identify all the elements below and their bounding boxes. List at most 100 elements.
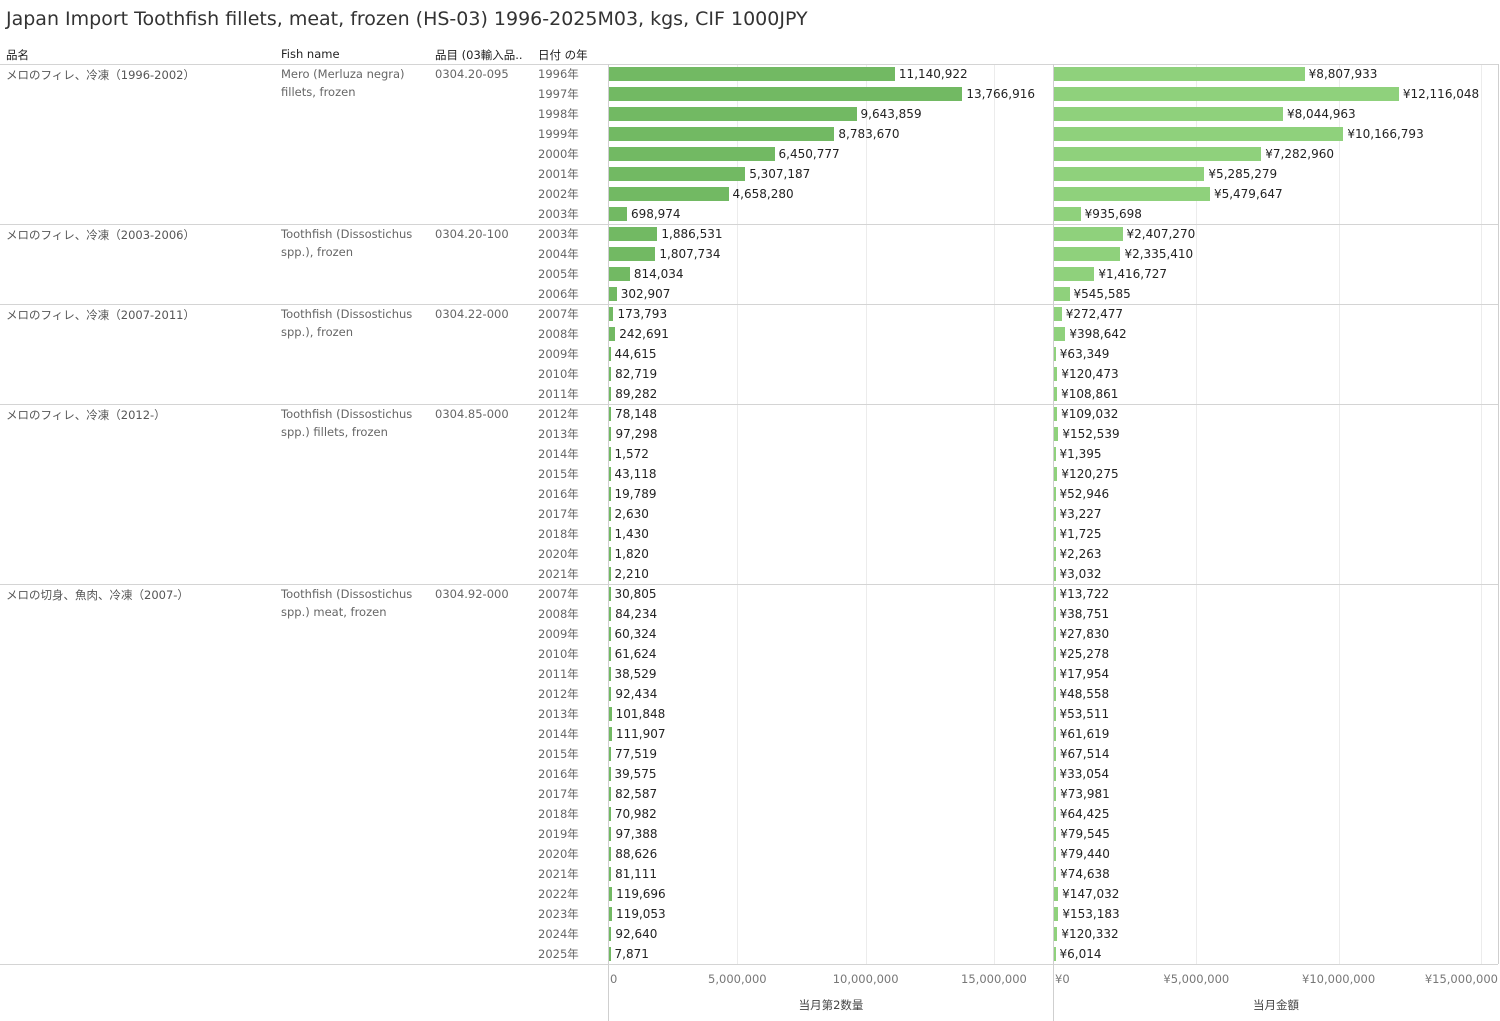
quantity-bar[interactable] xyxy=(609,887,613,901)
quantity-bar[interactable] xyxy=(609,747,611,761)
value-bar[interactable] xyxy=(1054,627,1056,641)
value-bar[interactable] xyxy=(1054,167,1205,181)
value-bar[interactable] xyxy=(1054,587,1056,601)
quantity-bar[interactable] xyxy=(609,407,611,421)
value-bar[interactable] xyxy=(1054,287,1070,301)
value-bar[interactable] xyxy=(1054,567,1056,581)
header-fish-name[interactable]: Fish name xyxy=(281,47,340,61)
quantity-data-label: 119,053 xyxy=(616,907,666,921)
quantity-bar[interactable] xyxy=(609,367,612,381)
value-data-label: ¥545,585 xyxy=(1073,287,1131,301)
quantity-bar[interactable] xyxy=(609,827,612,841)
quantity-bar[interactable] xyxy=(609,727,612,741)
quantity-bar[interactable] xyxy=(609,187,729,201)
quantity-bar[interactable] xyxy=(609,707,612,721)
value-bar[interactable] xyxy=(1054,507,1056,521)
value-bar[interactable] xyxy=(1054,87,1399,101)
value-bar[interactable] xyxy=(1054,927,1058,941)
quantity-bar[interactable] xyxy=(609,467,611,481)
value-bar[interactable] xyxy=(1054,147,1262,161)
quantity-bar[interactable] xyxy=(609,667,611,681)
value-bar[interactable] xyxy=(1054,727,1056,741)
quantity-bar[interactable] xyxy=(609,227,658,241)
value-bar[interactable] xyxy=(1054,527,1056,541)
value-bar[interactable] xyxy=(1054,407,1058,421)
quantity-bar[interactable] xyxy=(609,687,612,701)
quantity-bar[interactable] xyxy=(609,507,611,521)
quantity-bar[interactable] xyxy=(609,527,611,541)
quantity-bar[interactable] xyxy=(609,787,612,801)
value-bar[interactable] xyxy=(1054,127,1344,141)
header-product-name[interactable]: 品名 xyxy=(6,48,29,62)
quantity-bar[interactable] xyxy=(609,207,627,221)
value-bar[interactable] xyxy=(1054,787,1057,801)
value-bar[interactable] xyxy=(1054,547,1056,561)
quantity-bar[interactable] xyxy=(609,387,612,401)
value-bar[interactable] xyxy=(1054,347,1056,361)
value-bar[interactable] xyxy=(1054,607,1056,621)
value-bar[interactable] xyxy=(1054,807,1056,821)
value-bar[interactable] xyxy=(1054,207,1081,221)
quantity-bar[interactable] xyxy=(609,767,611,781)
quantity-bar[interactable] xyxy=(609,847,612,861)
value-bar[interactable] xyxy=(1054,707,1056,721)
quantity-bar[interactable] xyxy=(609,107,857,121)
value-bar[interactable] xyxy=(1054,267,1095,281)
panel-divider xyxy=(1498,64,1499,964)
quantity-bar[interactable] xyxy=(609,567,611,581)
value-bar[interactable] xyxy=(1054,667,1056,681)
quantity-bar[interactable] xyxy=(609,867,612,881)
value-bar[interactable] xyxy=(1054,307,1062,321)
quantity-bar[interactable] xyxy=(609,327,616,341)
value-bar[interactable] xyxy=(1054,907,1059,921)
value-bar[interactable] xyxy=(1054,747,1056,761)
value-bar[interactable] xyxy=(1054,467,1058,481)
quantity-bar[interactable] xyxy=(609,807,611,821)
quantity-bar[interactable] xyxy=(609,267,630,281)
quantity-bar[interactable] xyxy=(609,307,614,321)
header-item-code[interactable]: 品目 (03輸入品.. xyxy=(435,48,523,62)
value-bar[interactable] xyxy=(1054,367,1058,381)
quantity-bar[interactable] xyxy=(609,247,656,261)
value-data-label: ¥109,032 xyxy=(1061,407,1119,421)
quantity-bar[interactable] xyxy=(609,287,617,301)
value-bar[interactable] xyxy=(1054,387,1058,401)
quantity-bar[interactable] xyxy=(609,547,611,561)
value-bar[interactable] xyxy=(1054,67,1305,81)
value-bar[interactable] xyxy=(1054,847,1057,861)
value-bar[interactable] xyxy=(1054,487,1056,501)
quantity-bar[interactable] xyxy=(609,907,613,921)
quantity-bar[interactable] xyxy=(609,427,612,441)
value-bar[interactable] xyxy=(1054,947,1056,961)
quantity-bar[interactable] xyxy=(609,127,835,141)
quantity-bar[interactable] xyxy=(609,167,746,181)
value-bar[interactable] xyxy=(1054,187,1210,201)
quantity-bar[interactable] xyxy=(609,487,611,501)
value-bar[interactable] xyxy=(1054,687,1056,701)
value-bar[interactable] xyxy=(1054,647,1056,661)
quantity-bar[interactable] xyxy=(609,447,611,461)
quantity-bar[interactable] xyxy=(609,927,612,941)
value-bar[interactable] xyxy=(1054,867,1057,881)
value-bar[interactable] xyxy=(1054,447,1056,461)
quantity-bar[interactable] xyxy=(609,647,611,661)
value-bar[interactable] xyxy=(1054,767,1056,781)
value-bar[interactable] xyxy=(1054,427,1059,441)
quantity-bar[interactable] xyxy=(609,627,611,641)
quantity-bar[interactable] xyxy=(609,347,611,361)
quantity-bar[interactable] xyxy=(609,587,611,601)
quantity-bar[interactable] xyxy=(609,607,612,621)
value-bar[interactable] xyxy=(1054,227,1123,241)
value-bar[interactable] xyxy=(1054,327,1066,341)
header-year[interactable]: 日付 の年 xyxy=(538,48,588,62)
quantity-bar[interactable] xyxy=(609,87,963,101)
value-bar[interactable] xyxy=(1054,247,1121,261)
quantity-bar[interactable] xyxy=(609,147,775,161)
value-bar[interactable] xyxy=(1054,887,1059,901)
quantity-bar[interactable] xyxy=(609,67,895,81)
quantity-bar[interactable] xyxy=(609,947,611,961)
value-bar[interactable] xyxy=(1054,827,1057,841)
value-bar[interactable] xyxy=(1054,107,1283,121)
value-data-label: ¥67,514 xyxy=(1059,747,1110,761)
year-label: 1999年 xyxy=(538,127,579,141)
